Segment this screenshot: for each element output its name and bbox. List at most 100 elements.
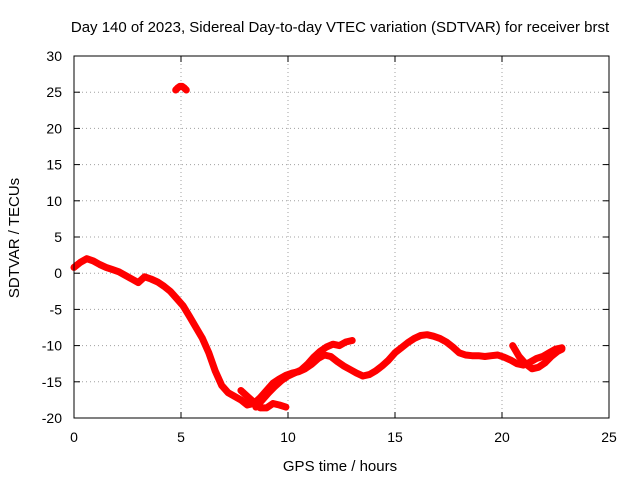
data-point	[96, 261, 103, 268]
data-point	[340, 362, 347, 370]
data-point	[475, 352, 482, 359]
x-tick-label: 0	[70, 429, 78, 445]
data-point	[334, 358, 341, 365]
data-point	[481, 353, 489, 360]
data-point	[468, 352, 476, 359]
data-point	[336, 342, 343, 349]
data-point	[366, 371, 373, 378]
data-point	[323, 343, 330, 351]
data-point	[278, 377, 285, 384]
data-point	[423, 331, 431, 338]
x-tick-label: 20	[494, 429, 510, 445]
data-point	[372, 367, 379, 375]
data-point	[237, 396, 245, 404]
y-tick-label: 5	[54, 229, 62, 245]
data-point	[77, 259, 84, 266]
y-tick-label: 15	[46, 157, 62, 173]
data-point	[83, 255, 91, 262]
y-tick-label: 25	[46, 84, 62, 100]
data-point	[327, 353, 334, 360]
y-tick-label: 0	[54, 265, 62, 281]
data-point	[385, 356, 392, 364]
data-point	[291, 369, 298, 377]
y-axis-ticks: -20 -15 -10 -5 0 5 10 15 20 25 30	[42, 48, 609, 426]
data-point	[509, 342, 516, 349]
data-layer	[70, 82, 566, 412]
data-point	[199, 335, 206, 342]
y-axis-label: SDTVAR / TECUs	[6, 178, 23, 298]
data-point	[513, 360, 521, 367]
data-point	[535, 364, 542, 371]
data-point	[269, 400, 277, 407]
data-point	[147, 275, 155, 283]
series-band-upper-branch	[252, 337, 356, 411]
data-point	[257, 404, 264, 412]
chart-title: Day 140 of 2023, Sidereal Day-to-day VTE…	[71, 19, 610, 36]
data-point	[272, 382, 279, 390]
data-point	[183, 86, 190, 94]
data-point	[449, 343, 456, 351]
y-tick-label: -15	[42, 374, 62, 390]
data-point	[179, 302, 187, 309]
y-tick-label: 10	[46, 193, 62, 209]
x-tick-label: 15	[387, 429, 403, 445]
data-point	[244, 401, 251, 409]
data-point	[349, 337, 356, 344]
data-point	[90, 257, 97, 265]
data-point	[500, 354, 508, 361]
data-point	[297, 367, 304, 374]
data-point	[522, 360, 529, 367]
data-point	[404, 339, 411, 346]
y-tick-label: -10	[42, 338, 62, 354]
data-point	[109, 266, 116, 273]
data-point	[528, 365, 536, 372]
data-point	[244, 393, 251, 400]
x-axis-ticks: 0 5 10 15 20 25	[70, 56, 617, 445]
data-point	[391, 349, 399, 356]
data-point	[494, 351, 501, 359]
data-point	[218, 382, 225, 389]
y-tick-label: 30	[46, 48, 62, 64]
data-point	[154, 278, 161, 286]
data-point	[224, 389, 232, 396]
data-point	[212, 367, 219, 375]
data-point	[548, 353, 555, 360]
data-point	[250, 398, 257, 406]
data-point	[558, 346, 566, 353]
data-point	[316, 348, 324, 355]
data-point	[259, 396, 266, 404]
data-point	[411, 335, 418, 342]
data-point	[276, 401, 283, 409]
data-point	[128, 275, 135, 283]
y-tick-label: 20	[46, 120, 62, 136]
data-point	[430, 333, 437, 340]
data-point	[346, 366, 354, 373]
data-point	[282, 403, 290, 411]
data-point	[304, 361, 311, 368]
data-point	[205, 349, 212, 356]
y-tick-label: -20	[42, 410, 62, 426]
x-tick-label: 25	[601, 429, 617, 445]
data-point	[539, 353, 546, 360]
grid-lines	[74, 56, 609, 418]
x-tick-label: 5	[177, 429, 185, 445]
data-point	[284, 372, 292, 380]
data-point	[122, 272, 129, 279]
data-point	[329, 341, 337, 348]
data-point	[417, 332, 424, 339]
data-point	[186, 313, 193, 320]
data-point	[507, 356, 514, 364]
data-point	[102, 264, 110, 271]
data-point	[231, 393, 238, 400]
data-point	[167, 288, 174, 295]
data-point	[237, 387, 245, 394]
data-point	[541, 359, 548, 367]
data-point	[443, 338, 450, 346]
data-point	[353, 369, 360, 377]
data-point	[456, 349, 463, 356]
data-point	[359, 372, 367, 380]
data-point	[533, 355, 540, 362]
data-point	[263, 404, 270, 412]
